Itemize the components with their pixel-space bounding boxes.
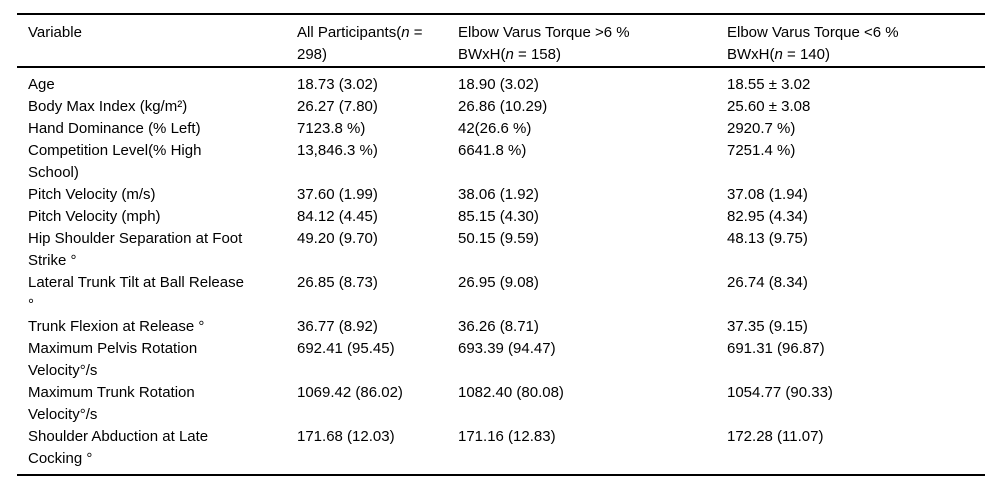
cell-all-participants: 26.85 (8.73) xyxy=(297,274,378,291)
table-header: Variable All Participants(n = 298) Elbow… xyxy=(17,14,985,68)
cell-torque-low: 7251.4 %) xyxy=(727,142,796,159)
cell-all-participants: 18.73 (3.02) xyxy=(297,76,378,93)
cell-torque-high: 6641.8 %) xyxy=(458,142,527,159)
row-label: Lateral Trunk Tilt at Ball Release ° xyxy=(28,274,244,313)
table-row: Lateral Trunk Tilt at Ball Release ° 26.… xyxy=(17,272,985,316)
row-label: Pitch Velocity (mph) xyxy=(28,208,161,225)
italic-n: n xyxy=(774,46,783,63)
italic-n: n xyxy=(505,46,514,63)
row-label: Shoulder Abduction at Late Cocking ° xyxy=(28,428,209,467)
cell-all-participants: 7123.8 %) xyxy=(297,120,366,137)
header-row: Variable All Participants(n = 298) Elbow… xyxy=(17,14,985,68)
cell-all-participants: 37.60 (1.99) xyxy=(297,186,378,203)
table-row: Trunk Flexion at Release ° 36.77 (8.92) … xyxy=(17,316,985,338)
row-label: Hip Shoulder Separation at Foot Strike ° xyxy=(28,230,243,269)
row-label: Competition Level(% High School) xyxy=(28,142,202,181)
cell-torque-high: 26.95 (9.08) xyxy=(458,274,539,291)
cell-torque-high: 42(26.6 %) xyxy=(458,120,532,137)
row-label: Body Max Index (kg/m²) xyxy=(28,98,188,115)
cell-torque-low: 48.13 (9.75) xyxy=(727,230,808,247)
cell-torque-high: 18.90 (3.02) xyxy=(458,76,539,93)
cell-all-participants: 13,846.3 %) xyxy=(297,142,378,159)
cell-torque-low: 18.55 ± 3.02 xyxy=(727,76,811,93)
table-row: Hip Shoulder Separation at Foot Strike °… xyxy=(17,228,985,272)
participants-table: Variable All Participants(n = 298) Elbow… xyxy=(17,13,985,476)
header-text: All Participants( xyxy=(297,24,402,41)
table-row: Age 18.73 (3.02) 18.90 (3.02) 18.55 ± 3.… xyxy=(17,67,985,96)
cell-torque-low: 1054.77 (90.33) xyxy=(727,384,833,401)
cell-all-participants: 26.27 (7.80) xyxy=(297,98,378,115)
row-label: Maximum Pelvis Rotation Velocity°/s xyxy=(28,340,198,379)
row-label: Maximum Trunk Rotation Velocity°/s xyxy=(28,384,195,423)
cell-all-participants: 49.20 (9.70) xyxy=(297,230,378,247)
cell-all-participants: 84.12 (4.45) xyxy=(297,208,378,225)
cell-torque-low: 691.31 (96.87) xyxy=(727,340,825,357)
table-row: Pitch Velocity (m/s) 37.60 (1.99) 38.06 … xyxy=(17,184,985,206)
row-label: Age xyxy=(28,76,55,93)
table-body: Age 18.73 (3.02) 18.90 (3.02) 18.55 ± 3.… xyxy=(17,67,985,475)
cell-torque-high: 26.86 (10.29) xyxy=(458,98,548,115)
table-row: Maximum Pelvis Rotation Velocity°/s 692.… xyxy=(17,338,985,382)
cell-torque-high: 50.15 (9.59) xyxy=(458,230,539,247)
col-header-torque-high: Elbow Varus Torque >6 % BWxH(n = 158) xyxy=(458,14,727,68)
cell-torque-high: 85.15 (4.30) xyxy=(458,208,539,225)
col-header-all-participants: All Participants(n = 298) xyxy=(297,14,458,68)
col-header-torque-low: Elbow Varus Torque <6 % BWxH(n = 140) xyxy=(727,14,985,68)
italic-n: n xyxy=(401,24,410,41)
cell-torque-high: 1082.40 (80.08) xyxy=(458,384,564,401)
col-header-variable: Variable xyxy=(17,14,297,68)
table-row: Body Max Index (kg/m²) 26.27 (7.80) 26.8… xyxy=(17,96,985,118)
cell-torque-high: 38.06 (1.92) xyxy=(458,186,539,203)
cell-torque-low: 2920.7 %) xyxy=(727,120,796,137)
table-row: Maximum Trunk Rotation Velocity°/s 1069.… xyxy=(17,382,985,426)
cell-torque-low: 172.28 (11.07) xyxy=(727,428,824,445)
cell-torque-low: 26.74 (8.34) xyxy=(727,274,808,291)
cell-all-participants: 36.77 (8.92) xyxy=(297,318,378,335)
row-label: Pitch Velocity (m/s) xyxy=(28,186,156,203)
cell-torque-high: 36.26 (8.71) xyxy=(458,318,539,335)
cell-torque-low: 37.08 (1.94) xyxy=(727,186,808,203)
cell-torque-low: 25.60 ± 3.08 xyxy=(727,98,811,115)
table-row: Shoulder Abduction at Late Cocking ° 171… xyxy=(17,426,985,475)
cell-torque-low: 37.35 (9.15) xyxy=(727,318,808,335)
header-text: Elbow Varus Torque <6 % BWxH( xyxy=(727,24,899,63)
table-row: Competition Level(% High School) 13,846.… xyxy=(17,140,985,184)
header-text: = 298) xyxy=(297,24,423,63)
row-label: Trunk Flexion at Release ° xyxy=(28,318,205,335)
cell-all-participants: 1069.42 (86.02) xyxy=(297,384,403,401)
cell-all-participants: 692.41 (95.45) xyxy=(297,340,395,357)
header-text: Elbow Varus Torque >6 % BWxH( xyxy=(458,24,630,63)
cell-torque-low: 82.95 (4.34) xyxy=(727,208,808,225)
row-label: Hand Dominance (% Left) xyxy=(28,120,201,137)
table-row: Hand Dominance (% Left) 7123.8 %) 42(26.… xyxy=(17,118,985,140)
table-row: Pitch Velocity (mph) 84.12 (4.45) 85.15 … xyxy=(17,206,985,228)
header-text: = 158) xyxy=(513,46,561,63)
cell-torque-high: 171.16 (12.83) xyxy=(458,428,556,445)
header-text: = 140) xyxy=(782,46,830,63)
cell-torque-high: 693.39 (94.47) xyxy=(458,340,556,357)
cell-all-participants: 171.68 (12.03) xyxy=(297,428,395,445)
